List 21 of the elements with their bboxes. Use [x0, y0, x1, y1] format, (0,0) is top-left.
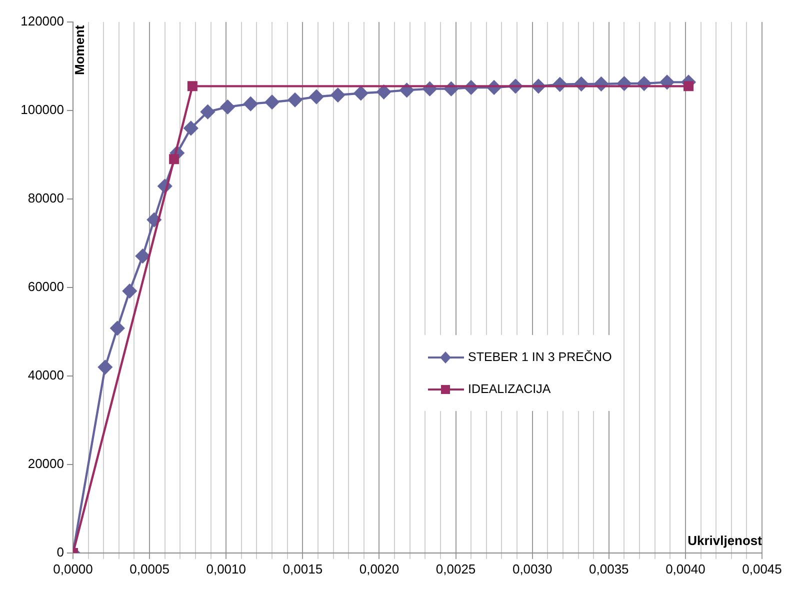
legend-label: STEBER 1 IN 3 PREČNO — [468, 350, 612, 364]
y-tick-label: 80000 — [28, 190, 64, 206]
x-tick-label: 0,0025 — [436, 561, 476, 576]
y-tick-label: 0 — [56, 544, 64, 560]
x-tick-label: 0,0020 — [359, 561, 400, 576]
y-tick-label: 120000 — [20, 14, 64, 29]
y-tick-label: 40000 — [28, 368, 64, 383]
x-tick-label: 0,0015 — [282, 561, 323, 576]
x-tick-label: 0,0030 — [512, 561, 552, 576]
x-tick-label: 0,0010 — [206, 561, 246, 576]
x-tick-label: 0,0000 — [53, 561, 93, 576]
x-axis-title: Ukrivljenost — [688, 533, 762, 548]
y-tick-label: 60000 — [28, 279, 64, 294]
x-tick-label: 0,0005 — [130, 561, 170, 576]
x-tick-label: 0,0045 — [742, 561, 782, 576]
x-tick-label: 0,0040 — [666, 561, 706, 576]
x-tick-label: 0,0035 — [589, 561, 629, 576]
y-tick-label: 100000 — [20, 102, 64, 118]
y-tick-label: 20000 — [28, 456, 64, 472]
legend-label: IDEALIZACIJA — [468, 382, 551, 396]
y-axis-title: Moment — [72, 25, 87, 75]
